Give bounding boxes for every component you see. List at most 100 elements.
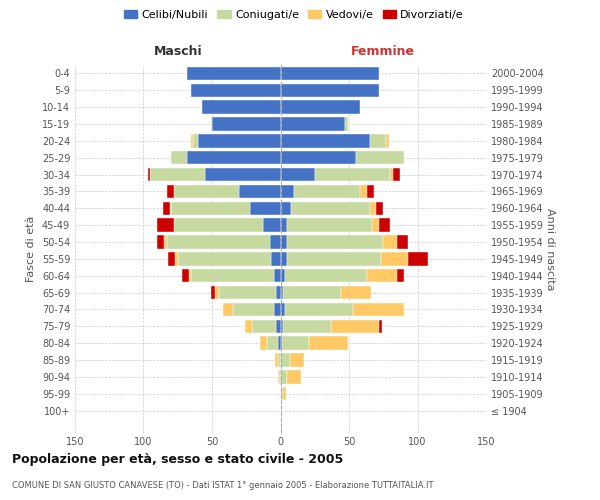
Bar: [281, 84, 379, 97]
Bar: [345, 118, 347, 130]
Bar: [281, 320, 283, 333]
Bar: [372, 218, 379, 232]
Bar: [370, 202, 376, 215]
Bar: [211, 118, 212, 130]
Bar: [408, 252, 428, 266]
Bar: [148, 168, 151, 181]
Bar: [211, 286, 215, 300]
Bar: [189, 269, 191, 282]
Bar: [170, 202, 171, 215]
Bar: [168, 252, 175, 266]
Bar: [219, 286, 277, 300]
Bar: [397, 236, 408, 249]
Bar: [274, 269, 281, 282]
Bar: [281, 151, 356, 164]
Bar: [281, 302, 284, 316]
Bar: [193, 134, 198, 147]
Bar: [167, 236, 269, 249]
Bar: [309, 336, 347, 350]
Bar: [151, 168, 205, 181]
Bar: [315, 168, 390, 181]
Bar: [292, 202, 370, 215]
Bar: [379, 320, 382, 333]
Bar: [267, 336, 278, 350]
Bar: [274, 302, 281, 316]
Bar: [282, 336, 309, 350]
Bar: [353, 302, 404, 316]
Bar: [287, 370, 301, 384]
Bar: [157, 236, 164, 249]
Bar: [360, 184, 367, 198]
Bar: [281, 184, 294, 198]
Bar: [290, 354, 304, 367]
Bar: [171, 202, 250, 215]
Bar: [287, 252, 380, 266]
Bar: [260, 336, 267, 350]
Bar: [202, 100, 281, 114]
Bar: [252, 320, 277, 333]
Bar: [370, 134, 386, 147]
Bar: [191, 84, 281, 97]
Bar: [173, 184, 239, 198]
Bar: [281, 387, 283, 400]
Bar: [367, 184, 374, 198]
Bar: [393, 168, 400, 181]
Bar: [281, 269, 284, 282]
Bar: [250, 202, 281, 215]
Bar: [163, 202, 170, 215]
Bar: [331, 320, 379, 333]
Bar: [187, 151, 281, 164]
Bar: [281, 336, 282, 350]
Bar: [277, 286, 281, 300]
Bar: [281, 134, 370, 147]
Bar: [281, 118, 345, 130]
Bar: [233, 302, 274, 316]
Bar: [263, 218, 281, 232]
Text: Maschi: Maschi: [154, 44, 202, 58]
Bar: [367, 269, 397, 282]
Bar: [341, 286, 371, 300]
Bar: [173, 218, 263, 232]
Bar: [294, 184, 360, 198]
Bar: [281, 66, 379, 80]
Bar: [281, 354, 290, 367]
Bar: [281, 252, 287, 266]
Bar: [379, 218, 390, 232]
Bar: [191, 134, 193, 147]
Bar: [171, 151, 187, 164]
Bar: [279, 370, 281, 384]
Bar: [281, 236, 287, 249]
Bar: [269, 236, 281, 249]
Bar: [277, 320, 281, 333]
Y-axis label: Fasce di età: Fasce di età: [26, 216, 36, 282]
Bar: [380, 252, 408, 266]
Bar: [245, 320, 252, 333]
Text: Popolazione per età, sesso e stato civile - 2005: Popolazione per età, sesso e stato civil…: [12, 452, 343, 466]
Bar: [284, 269, 367, 282]
Bar: [178, 252, 271, 266]
Bar: [205, 168, 281, 181]
Bar: [281, 202, 292, 215]
Bar: [278, 336, 281, 350]
Bar: [284, 302, 353, 316]
Bar: [278, 354, 281, 367]
Bar: [281, 168, 315, 181]
Bar: [175, 252, 178, 266]
Bar: [397, 269, 404, 282]
Bar: [212, 118, 281, 130]
Bar: [386, 134, 389, 147]
Bar: [283, 286, 341, 300]
Bar: [167, 184, 173, 198]
Bar: [287, 236, 383, 249]
Y-axis label: Anni di nascita: Anni di nascita: [545, 208, 555, 290]
Bar: [198, 134, 281, 147]
Bar: [223, 302, 233, 316]
Text: COMUNE DI SAN GIUSTO CANAVESE (TO) - Dati ISTAT 1° gennaio 2005 - Elaborazione T: COMUNE DI SAN GIUSTO CANAVESE (TO) - Dat…: [12, 481, 433, 490]
Bar: [215, 286, 219, 300]
Bar: [239, 184, 281, 198]
Text: Femmine: Femmine: [351, 44, 415, 58]
Bar: [182, 269, 189, 282]
Bar: [287, 218, 372, 232]
Bar: [275, 354, 278, 367]
Bar: [390, 168, 393, 181]
